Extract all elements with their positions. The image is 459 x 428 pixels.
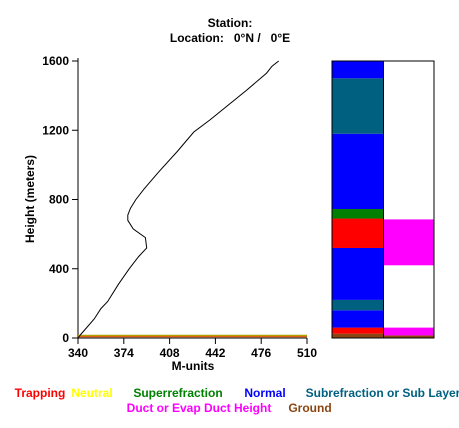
- x-tick-label-374: 374: [114, 346, 134, 360]
- refractivity-layer-9: [332, 78, 383, 134]
- y-tick-label-1600: 1600: [42, 54, 69, 68]
- refractivity-layer-4: [332, 299, 383, 311]
- refractivity-layer-2: [332, 327, 383, 334]
- x-tick-label-340: 340: [68, 346, 88, 360]
- refractivity-layer-7: [332, 209, 383, 219]
- refractivity-layer-8: [332, 133, 383, 210]
- legend-item-superrefraction: Superrefraction: [133, 386, 222, 400]
- y-tick-label-0: 0: [62, 331, 69, 345]
- station-title: Station:: [208, 16, 253, 30]
- legend-item-subrefraction-or-sub-layer: Subrefraction or Sub Layer: [306, 386, 459, 400]
- legend: Trapping Neutral Superrefraction Normal Subr…: [15, 386, 459, 415]
- legend-item-trapping: Trapping: [15, 386, 66, 400]
- duct-column-bg: [384, 61, 434, 338]
- refractivity-layer-1: [332, 333, 383, 338]
- refractivity-layer-5: [332, 247, 383, 300]
- refractivity-layer-10: [332, 61, 383, 79]
- refractivity-layer-6: [332, 218, 383, 248]
- x-tick-label-408: 408: [160, 346, 180, 360]
- y-tick-label-800: 800: [49, 193, 69, 207]
- duct-layer-2: [384, 327, 434, 336]
- x-axis-label: M-units: [172, 359, 215, 373]
- y-tick-label-1200: 1200: [42, 123, 69, 137]
- y-tick-label-400: 400: [49, 262, 69, 276]
- duct-layer-1: [384, 335, 434, 338]
- profile-plot: 0 400 800 1200 1600 340 374 408 442 476 510: [42, 54, 317, 360]
- m-unit-profile-line: [77, 60, 280, 339]
- legend-item-normal: Normal: [244, 386, 285, 400]
- x-tick-label-510: 510: [297, 346, 317, 360]
- legend-item-neutral: Neutral: [71, 386, 112, 400]
- y-axis-label: Height (meters): [23, 155, 37, 243]
- x-tick-label-442: 442: [205, 346, 225, 360]
- layer-columns: [331, 60, 435, 339]
- refractivity-layer-3: [332, 310, 383, 328]
- legend-item-ground: Ground: [288, 401, 331, 415]
- x-tick-label-476: 476: [251, 346, 271, 360]
- duct-layer-3: [384, 219, 434, 266]
- legend-item-duct-or-evap-duct-height: Duct or Evap Duct Height: [127, 401, 272, 415]
- location-subtitle: Location: 0°N / 0°E: [170, 31, 290, 45]
